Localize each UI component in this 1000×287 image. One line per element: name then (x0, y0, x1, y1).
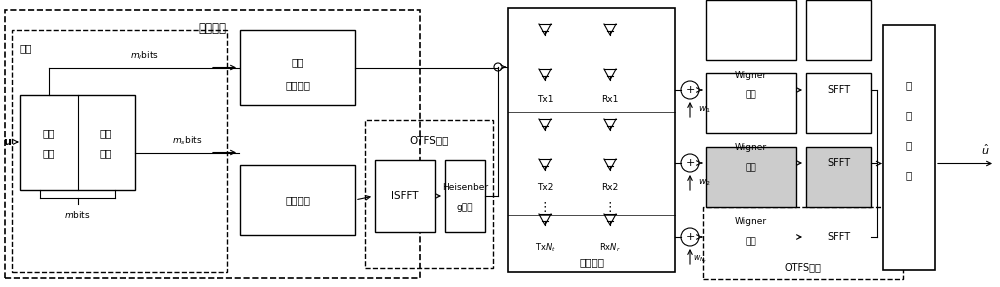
Text: 空间: 空间 (42, 128, 55, 138)
Text: 间: 间 (906, 110, 912, 120)
Text: $w_{N_r}$: $w_{N_r}$ (693, 253, 707, 265)
Text: $m_s$bits: $m_s$bits (172, 134, 203, 147)
Text: 比特: 比特 (100, 148, 112, 158)
Bar (240, 165, 355, 235)
Bar (806, 0, 871, 60)
Text: 分离: 分离 (20, 43, 32, 53)
Text: Rx1: Rx1 (601, 96, 619, 104)
Bar (5, 10, 420, 278)
Text: g变换: g变换 (457, 203, 473, 212)
Bar (706, 73, 796, 133)
Text: Heisenber: Heisenber (442, 183, 488, 193)
Text: +: + (685, 158, 695, 168)
Bar (806, 147, 871, 207)
Text: ⋮: ⋮ (539, 201, 551, 214)
Text: ⋮: ⋮ (604, 201, 616, 214)
Bar (12, 30, 227, 272)
Text: 空: 空 (906, 80, 912, 90)
Text: SFFT: SFFT (827, 158, 850, 168)
Text: $w_2$: $w_2$ (698, 178, 711, 188)
Text: OTFS调制: OTFS调制 (409, 135, 449, 145)
Text: ISFFT: ISFFT (391, 191, 419, 201)
Bar (445, 160, 485, 232)
Text: $\mathrm{Rx}N_r$: $\mathrm{Rx}N_r$ (599, 242, 621, 254)
Text: 索引映射: 索引映射 (285, 80, 310, 90)
Text: $\mathbf{u}$: $\mathbf{u}$ (3, 137, 12, 147)
Text: $\mathrm{Tx}N_t$: $\mathrm{Tx}N_t$ (535, 242, 555, 254)
Text: 变换: 变换 (746, 164, 756, 172)
Text: Tx1: Tx1 (537, 96, 553, 104)
Text: 空间调制: 空间调制 (198, 22, 226, 34)
Bar (240, 30, 355, 105)
Text: SFFT: SFFT (827, 85, 850, 95)
Text: Wigner: Wigner (735, 218, 767, 226)
Text: +: + (685, 85, 695, 95)
Bar (706, 0, 796, 60)
Bar (365, 120, 493, 268)
Bar (20, 95, 135, 190)
Text: +: + (685, 232, 695, 242)
Bar (806, 73, 871, 133)
Text: 变换: 变换 (746, 238, 756, 247)
Text: Rx2: Rx2 (601, 183, 619, 191)
Text: $\hat{u}$: $\hat{u}$ (981, 142, 990, 157)
Text: 调: 调 (906, 170, 912, 180)
Text: Wigner: Wigner (735, 144, 767, 152)
Text: $m_I$bits: $m_I$bits (130, 49, 159, 62)
Text: 时域信道: 时域信道 (579, 257, 604, 267)
Bar (375, 160, 435, 232)
Text: 变换: 变换 (746, 90, 756, 100)
Text: OTFS解调: OTFS解调 (785, 262, 821, 272)
Text: 星座映射: 星座映射 (285, 195, 310, 205)
Text: 信号: 信号 (100, 128, 112, 138)
Text: Tx2: Tx2 (537, 183, 553, 191)
Bar (706, 147, 796, 207)
Text: $w_1$: $w_1$ (698, 105, 711, 115)
Bar (703, 207, 903, 279)
Text: 天线: 天线 (291, 57, 304, 67)
Text: SFFT: SFFT (827, 232, 850, 242)
Text: 比特: 比特 (42, 148, 55, 158)
Bar (508, 8, 675, 272)
Text: $m$bits: $m$bits (64, 208, 91, 220)
Text: Wigner: Wigner (735, 71, 767, 79)
Text: 解: 解 (906, 140, 912, 150)
Bar (883, 25, 935, 270)
